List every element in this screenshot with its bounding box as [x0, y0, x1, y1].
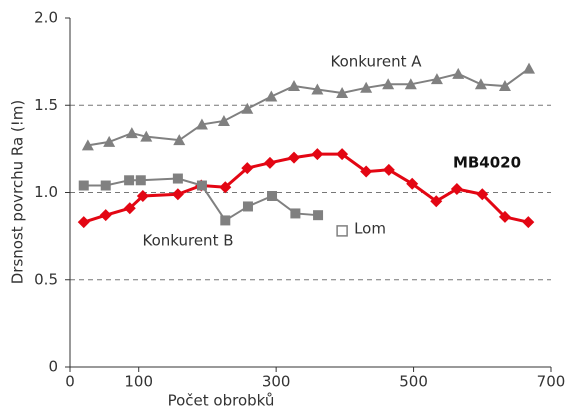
marker — [474, 78, 487, 90]
marker — [313, 210, 324, 221]
marker — [125, 127, 138, 139]
marker — [136, 189, 149, 202]
marker — [220, 215, 231, 226]
marker — [522, 216, 535, 229]
x-tick-label: 100 — [124, 373, 153, 391]
marker — [290, 208, 301, 219]
marker — [78, 180, 89, 191]
marker — [311, 83, 324, 95]
marker — [103, 135, 116, 147]
marker — [99, 209, 112, 222]
marker — [172, 173, 183, 184]
marker — [196, 180, 207, 191]
marker — [382, 163, 395, 176]
x-tick-label: 700 — [537, 373, 566, 391]
marker — [241, 102, 254, 114]
marker — [173, 134, 186, 146]
marker — [288, 80, 301, 92]
marker — [498, 210, 511, 223]
marker — [241, 162, 254, 175]
marker — [265, 90, 278, 102]
series-label: MB4020 — [453, 154, 521, 172]
marker — [336, 148, 349, 161]
marker — [267, 190, 278, 201]
series-line — [87, 67, 530, 147]
y-tick-label: 1.0 — [34, 183, 58, 201]
marker — [498, 80, 511, 92]
x-tick-label: 500 — [399, 373, 428, 391]
series-label: Konkurent B — [142, 232, 233, 250]
marker — [217, 114, 230, 126]
marker — [452, 67, 465, 79]
annotation-marker — [336, 225, 348, 237]
series-label: Konkurent A — [331, 53, 423, 71]
marker — [406, 177, 419, 190]
marker — [135, 175, 146, 186]
y-axis-label: Drsnost povrchu Ra (!m) — [9, 100, 27, 285]
marker — [263, 156, 276, 169]
marker — [100, 180, 111, 191]
x-tick-label: 0 — [65, 373, 75, 391]
x-tick-label: 300 — [262, 373, 291, 391]
marker — [140, 130, 153, 142]
marker — [123, 202, 136, 215]
marker — [360, 81, 373, 93]
marker — [404, 78, 417, 90]
marker — [476, 188, 489, 201]
marker — [124, 175, 135, 186]
marker — [242, 201, 253, 212]
y-tick-label: 0 — [48, 358, 58, 376]
marker — [311, 148, 324, 161]
annotation-label: Lom — [354, 219, 386, 237]
marker — [219, 181, 232, 194]
marker — [360, 165, 373, 178]
marker — [171, 188, 184, 201]
marker — [450, 183, 463, 196]
marker — [336, 87, 349, 99]
y-tick-label: 0.5 — [34, 270, 58, 288]
x-axis-label: Počet obrobků — [168, 392, 275, 410]
marker — [523, 62, 536, 74]
marker — [430, 73, 443, 85]
marker — [430, 195, 443, 208]
marker — [77, 216, 90, 229]
marker — [195, 118, 208, 130]
y-tick-label: 1.5 — [34, 96, 58, 114]
y-tick-label: 2.0 — [34, 9, 58, 27]
marker — [382, 78, 395, 90]
marker — [288, 151, 301, 164]
marker — [81, 139, 94, 151]
